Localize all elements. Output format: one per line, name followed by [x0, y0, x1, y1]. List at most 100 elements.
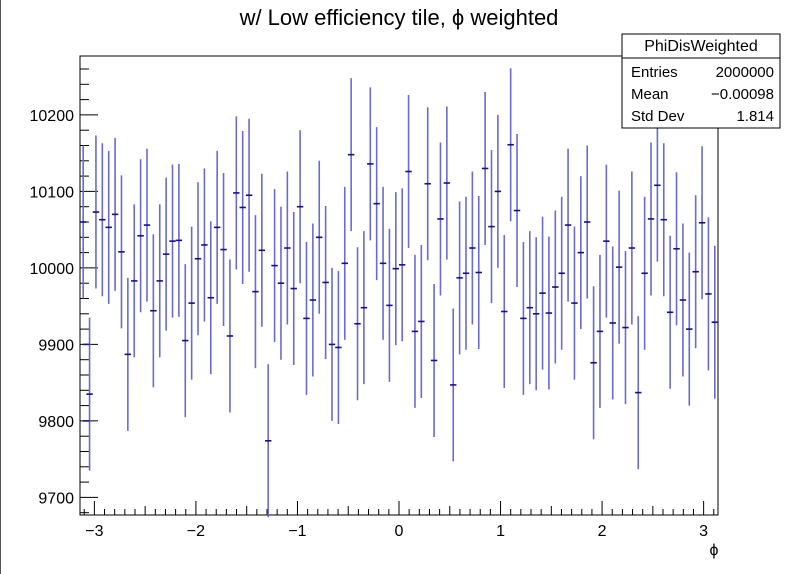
bin-point [194, 182, 202, 336]
stats-box-frame [621, 33, 781, 129]
x-axis-label: ϕ [710, 542, 719, 559]
y-tick-label: 10000 [30, 261, 75, 278]
bin-point [405, 95, 412, 249]
bin-point [443, 106, 451, 260]
bin-point [86, 317, 93, 471]
bin-point [660, 143, 667, 297]
bin-point [596, 254, 604, 408]
bin-point [609, 246, 616, 400]
bin-point [99, 143, 106, 297]
bin-point [213, 150, 221, 304]
bin-point [252, 215, 259, 369]
bin-point [245, 118, 253, 272]
bin-point [156, 204, 163, 358]
bin-point [692, 195, 699, 349]
bin-point [309, 223, 317, 377]
bin-point [118, 175, 125, 329]
bin-point [79, 145, 87, 299]
bin-point [641, 196, 648, 350]
bin-point [277, 206, 285, 360]
stats-mean-value: −0.00098 [711, 86, 774, 103]
bin-point [564, 148, 572, 302]
stats-mean-label: Mean [631, 86, 669, 103]
bin-point [635, 316, 642, 470]
bin-point [526, 231, 533, 385]
x-tick-label: 2 [598, 523, 607, 540]
bin-point [373, 127, 380, 281]
bin-point [386, 228, 393, 382]
stats-entries-label: Entries [631, 64, 678, 81]
bin-point [577, 176, 585, 330]
chart-title: w/ Low efficiency tile, ϕ weighted [239, 5, 559, 30]
bin-point [507, 68, 514, 222]
bin-point [233, 116, 240, 270]
stats-box-name: PhiDisWeighted [644, 38, 758, 55]
x-tick-label: −3 [85, 523, 103, 540]
bin-point [532, 237, 540, 391]
bin-point [162, 177, 170, 331]
y-tick-label: 9900 [38, 337, 74, 354]
bin-point [220, 173, 227, 327]
bin-point [360, 231, 368, 385]
bin-point [424, 107, 431, 261]
bin-point [590, 286, 597, 440]
bin-point [367, 87, 374, 241]
bin-point [335, 270, 342, 424]
bin-point [698, 146, 706, 300]
bin-point [513, 134, 521, 288]
bin-point [258, 173, 266, 327]
x-tick-label: −1 [288, 523, 306, 540]
bin-point [539, 216, 546, 370]
bin-point [188, 226, 195, 380]
x-tick-label: 0 [395, 523, 404, 540]
bin-point [501, 235, 508, 389]
y-tick-label: 10100 [30, 184, 75, 201]
stats-entries-value: 2000000 [716, 64, 774, 81]
bin-point [398, 188, 406, 342]
bin-point [686, 252, 693, 406]
bin-point [584, 145, 591, 299]
bin-point [481, 91, 489, 245]
x-tick-label: −2 [187, 523, 205, 540]
x-tick-label: 1 [496, 523, 505, 540]
bin-point [647, 142, 655, 296]
bin-point [303, 241, 310, 395]
bin-point [615, 190, 623, 344]
bin-point [316, 160, 323, 314]
bin-point [290, 212, 297, 366]
y-tick-label: 10200 [30, 108, 75, 125]
bin-point [679, 223, 687, 377]
stats-stddev-value: 1.814 [736, 108, 774, 125]
y-tick-label: 9700 [38, 490, 74, 507]
histogram-bins [79, 68, 719, 518]
bin-point [271, 189, 278, 343]
bin-point [654, 108, 661, 262]
bin-point [92, 135, 100, 289]
bin-point [239, 130, 246, 284]
bin-point [105, 150, 112, 304]
bin-point [666, 235, 674, 389]
bin-point [150, 234, 157, 388]
bin-point [201, 168, 208, 322]
bin-point [137, 159, 144, 313]
bin-point [265, 364, 272, 518]
bin-point [571, 226, 578, 380]
bin-point [354, 247, 361, 401]
bin-point [705, 217, 712, 371]
y-tick-label: 9800 [38, 414, 74, 431]
bin-point [169, 164, 176, 318]
bin-point [558, 196, 565, 350]
x-axis: −3 −2 −1 0 1 2 3 [83, 501, 715, 540]
bin-point [226, 259, 234, 413]
bin-point [347, 78, 355, 232]
bin-point [175, 163, 183, 317]
bin-point [462, 196, 470, 350]
bin-point [328, 267, 336, 421]
bin-point [520, 241, 527, 395]
bin-point [124, 277, 132, 431]
bin-point [131, 204, 138, 358]
bin-point [143, 148, 151, 302]
bin-point [182, 264, 189, 418]
stats-box: PhiDisWeighted Entries 2000000 Mean −0.0… [621, 33, 781, 129]
bin-point [488, 150, 495, 304]
